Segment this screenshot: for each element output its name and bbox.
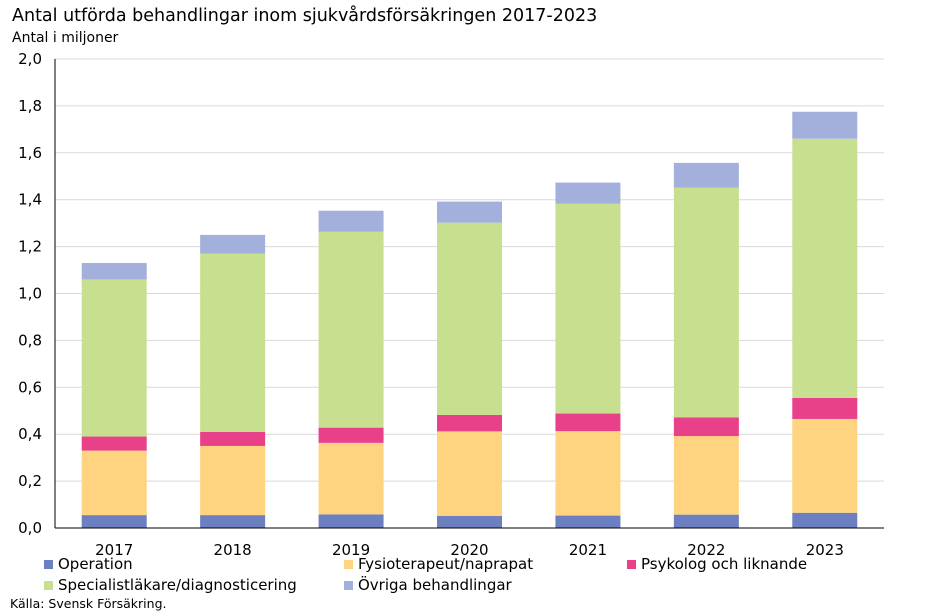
bar-segment-2022-3 [673,187,739,418]
bar-segment-2019-0 [318,514,384,528]
bar-segment-2019-2 [318,427,384,443]
legend-label: Operation [58,555,133,573]
bar-segment-2020-4 [437,201,502,223]
bar-segment-2018-2 [200,431,266,446]
x-tick-label: 2021 [569,541,607,559]
bar-segment-2021-1 [555,431,621,516]
x-tick-label: 2022 [687,541,725,559]
y-tick-label: 1,0 [18,285,42,303]
x-tick-label: 2019 [332,541,370,559]
y-tick-label: 1,4 [18,191,42,209]
legend-item: Fysioterapeut/naprapat [344,555,533,573]
bar-segment-2021-0 [555,515,621,528]
bar-segment-2023-2 [792,397,858,419]
bar-segment-2017-2 [81,436,147,451]
bar-segment-2017-3 [81,279,147,437]
legend-label: Övriga behandlingar [358,576,512,594]
source-note: Källa: Svensk Försäkring. [10,596,167,611]
bar-segment-2019-3 [318,231,384,428]
legend-label: Fysioterapeut/naprapat [358,555,534,573]
y-tick-label: 0,0 [18,519,42,537]
bar-segment-2021-2 [555,413,621,432]
bar-segment-2021-3 [555,203,621,414]
legend-item: Psykolog och liknande [627,555,807,573]
bar-segment-2023-0 [792,512,858,528]
x-tick-label: 2023 [806,541,844,559]
bar-segment-2020-1 [437,431,502,516]
legend-swatch [44,580,53,590]
legend-swatch [627,559,636,569]
y-tick-label: 1,2 [18,238,42,256]
y-tick-label: 0,6 [18,378,42,396]
bar-segment-2019-4 [318,210,384,232]
legend-label: Specialistläkare/diagnosticering [58,576,297,594]
bar-segment-2022-2 [673,417,739,437]
bar-segment-2020-2 [437,414,502,432]
legend-swatch [44,559,53,569]
bar-segment-2017-1 [81,450,147,516]
y-tick-label: 0,8 [18,331,42,349]
chart-title: Antal utförda behandlingar inom sjukvård… [12,6,598,26]
bar-segment-2020-3 [437,222,502,415]
legend-item: Övriga behandlingar [344,576,512,594]
bar-segment-2022-1 [673,436,739,515]
bar-segment-2020-0 [437,515,502,528]
x-tick-label: 2020 [450,541,488,559]
bar-segment-2019-1 [318,442,384,515]
legend-swatch [344,580,353,590]
bar-segment-2022-0 [673,514,739,528]
legend-item: Specialistläkare/diagnosticering [44,576,297,594]
y-tick-label: 0,4 [18,425,42,443]
bar-segment-2017-4 [81,263,147,280]
bar-segment-2018-3 [200,253,266,432]
bar-segment-2018-1 [200,445,266,516]
bar-segment-2021-4 [555,182,621,204]
y-tick-label: 0,2 [18,472,42,490]
bar-segment-2022-4 [673,162,739,188]
bar-segment-2017-0 [81,515,147,528]
bar-segment-2023-4 [792,111,858,139]
bar-segment-2018-4 [200,234,266,254]
bar-segment-2018-0 [200,515,266,528]
legend-swatch [344,559,353,569]
bar-segment-2023-1 [792,418,858,513]
y-tick-label: 1,8 [18,97,42,115]
bar-segment-2023-3 [792,138,858,398]
y-tick-label: 2,0 [18,50,42,68]
x-tick-label: 2017 [95,541,133,559]
y-tick-label: 1,6 [18,144,42,162]
legend-item: Operation [44,555,133,573]
legend-label: Psykolog och liknande [641,555,808,573]
x-tick-label: 2018 [214,541,252,559]
y-axis-label: Antal i miljoner [12,30,119,46]
